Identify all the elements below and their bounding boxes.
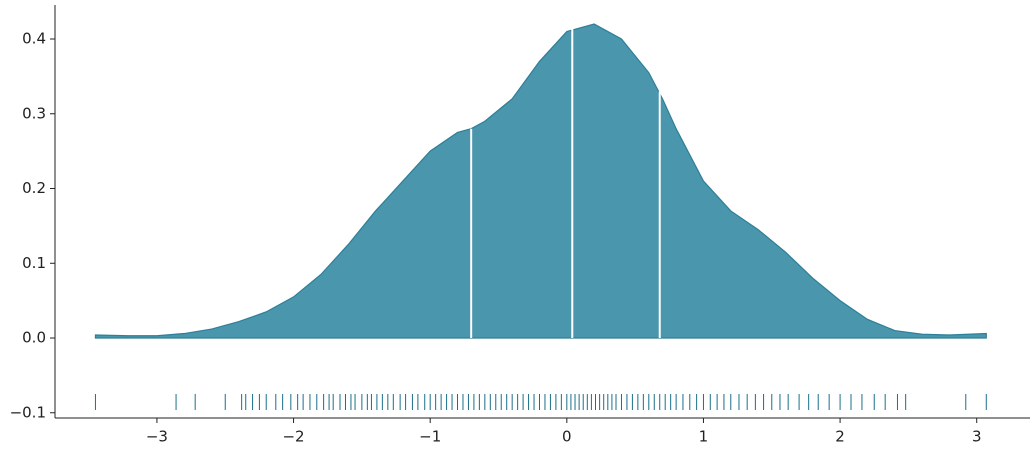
x-tick-label: 2 <box>835 428 845 446</box>
y-tick-label: 0.1 <box>22 254 46 272</box>
x-tick-label: −1 <box>419 428 441 446</box>
x-tick-label: 3 <box>972 428 982 446</box>
x-tick-label: 0 <box>562 428 572 446</box>
x-tick-label: −2 <box>282 428 304 446</box>
density-area <box>94 23 987 339</box>
y-tick-label: 0.0 <box>22 329 46 347</box>
y-tick-label: 0.4 <box>22 30 46 48</box>
x-tick-label: −3 <box>146 428 168 446</box>
y-tick-label: 0.2 <box>22 179 46 197</box>
x-tick-label: 1 <box>699 428 709 446</box>
y-tick-label: 0.3 <box>22 104 46 122</box>
y-tick-label: −0.1 <box>10 403 46 421</box>
